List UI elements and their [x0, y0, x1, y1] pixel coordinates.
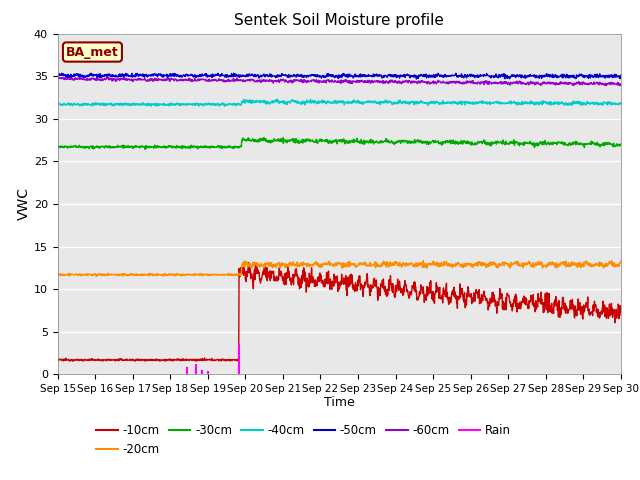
- -50cm: [97, 73, 105, 79]
- Line: -60cm: -60cm: [58, 77, 621, 86]
- -20cm: [315, 263, 323, 269]
- -20cm: [92, 274, 100, 279]
- -60cm: [97, 77, 105, 83]
- -20cm: [419, 258, 427, 264]
- -30cm: [617, 142, 625, 148]
- -40cm: [221, 103, 228, 109]
- X-axis label: Time: Time: [324, 396, 355, 408]
- -10cm: [316, 279, 323, 285]
- -10cm: [120, 358, 128, 363]
- -30cm: [294, 138, 301, 144]
- Line: -50cm: -50cm: [58, 73, 621, 79]
- -30cm: [260, 135, 268, 141]
- -60cm: [293, 77, 301, 83]
- -20cm: [374, 263, 382, 268]
- -10cm: [305, 284, 313, 290]
- -10cm: [375, 286, 383, 292]
- -30cm: [305, 137, 313, 143]
- -40cm: [273, 96, 281, 102]
- -60cm: [617, 82, 625, 88]
- -50cm: [374, 73, 382, 79]
- -60cm: [54, 76, 61, 82]
- -30cm: [141, 146, 149, 152]
- -20cm: [293, 259, 301, 265]
- -50cm: [315, 72, 323, 78]
- Title: Sentek Soil Moisture profile: Sentek Soil Moisture profile: [234, 13, 444, 28]
- -20cm: [54, 272, 61, 278]
- -30cm: [97, 144, 105, 150]
- Line: -30cm: -30cm: [58, 138, 621, 149]
- Line: -20cm: -20cm: [58, 261, 621, 276]
- -50cm: [293, 72, 301, 78]
- Text: BA_met: BA_met: [66, 46, 119, 59]
- -40cm: [316, 98, 323, 104]
- -20cm: [305, 262, 312, 268]
- -40cm: [97, 102, 105, 108]
- -50cm: [120, 73, 128, 79]
- -20cm: [120, 272, 128, 277]
- -60cm: [315, 77, 323, 83]
- -40cm: [294, 99, 301, 105]
- -10cm: [97, 357, 105, 363]
- -60cm: [120, 75, 128, 81]
- -10cm: [54, 357, 61, 363]
- Line: -10cm: -10cm: [58, 263, 621, 361]
- -50cm: [305, 74, 312, 80]
- -60cm: [374, 78, 382, 84]
- -50cm: [230, 70, 237, 76]
- -40cm: [305, 99, 313, 105]
- -40cm: [120, 101, 128, 107]
- -40cm: [617, 100, 625, 106]
- -50cm: [413, 76, 420, 82]
- -30cm: [375, 141, 383, 146]
- -10cm: [617, 305, 625, 311]
- -30cm: [316, 138, 323, 144]
- -30cm: [120, 144, 128, 150]
- -20cm: [98, 271, 106, 277]
- -40cm: [54, 102, 61, 108]
- -60cm: [616, 83, 624, 89]
- Line: -40cm: -40cm: [58, 99, 621, 106]
- -10cm: [294, 272, 301, 278]
- Y-axis label: VWC: VWC: [17, 188, 31, 220]
- -30cm: [54, 144, 61, 149]
- -50cm: [617, 72, 625, 78]
- -50cm: [54, 72, 61, 78]
- Legend: -10cm, -20cm, -30cm, -40cm, -50cm, -60cm, Rain: -10cm, -20cm, -30cm, -40cm, -50cm, -60cm…: [92, 419, 516, 460]
- -20cm: [617, 258, 625, 264]
- -40cm: [375, 100, 383, 106]
- -60cm: [305, 78, 312, 84]
- -60cm: [103, 74, 111, 80]
- -10cm: [244, 260, 252, 265]
- -10cm: [131, 359, 139, 364]
